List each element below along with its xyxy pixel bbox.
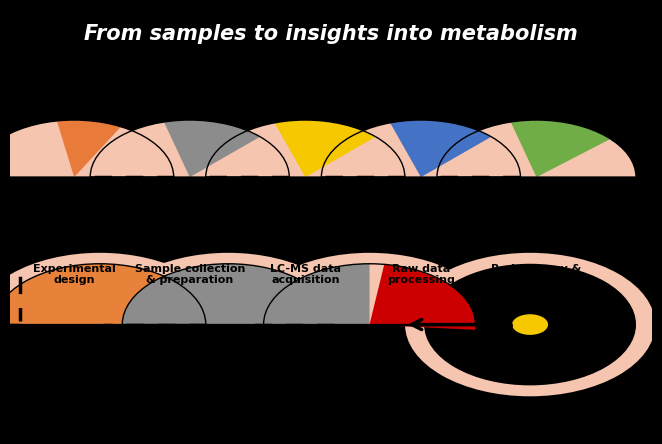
Text: Sample collection
& preparation: Sample collection & preparation [134, 264, 245, 285]
Text: Metabolite
identification: Metabolite identification [187, 416, 270, 438]
Wedge shape [206, 120, 405, 177]
Wedge shape [263, 264, 369, 325]
Circle shape [424, 264, 636, 385]
Circle shape [405, 253, 655, 396]
Wedge shape [244, 253, 495, 325]
Wedge shape [263, 264, 475, 325]
Text: Targeted quant
& validation: Targeted quant & validation [482, 416, 578, 438]
Text: Experimental
design: Experimental design [33, 264, 116, 285]
Wedge shape [122, 264, 334, 325]
Wedge shape [321, 120, 520, 177]
Text: From samples to insights into metabolism: From samples to insights into metabolism [84, 24, 578, 44]
Text: Metabolic
network analysis: Metabolic network analysis [316, 416, 422, 438]
Text: Statistical
analysis: Statistical analysis [68, 416, 132, 438]
Wedge shape [510, 120, 610, 177]
Wedge shape [90, 120, 289, 177]
Wedge shape [0, 253, 225, 325]
Wedge shape [57, 120, 121, 177]
Wedge shape [164, 120, 260, 177]
Wedge shape [0, 264, 206, 325]
Wedge shape [437, 120, 636, 177]
Wedge shape [275, 120, 376, 177]
Wedge shape [390, 120, 491, 177]
Circle shape [512, 314, 548, 335]
Wedge shape [369, 264, 475, 330]
Wedge shape [103, 253, 354, 325]
Wedge shape [0, 120, 173, 177]
Text: LC-MS data
acquisition: LC-MS data acquisition [270, 264, 341, 285]
Text: Raw data
processing: Raw data processing [387, 264, 455, 285]
Text: Redundancy &
noise removal: Redundancy & noise removal [491, 264, 582, 285]
